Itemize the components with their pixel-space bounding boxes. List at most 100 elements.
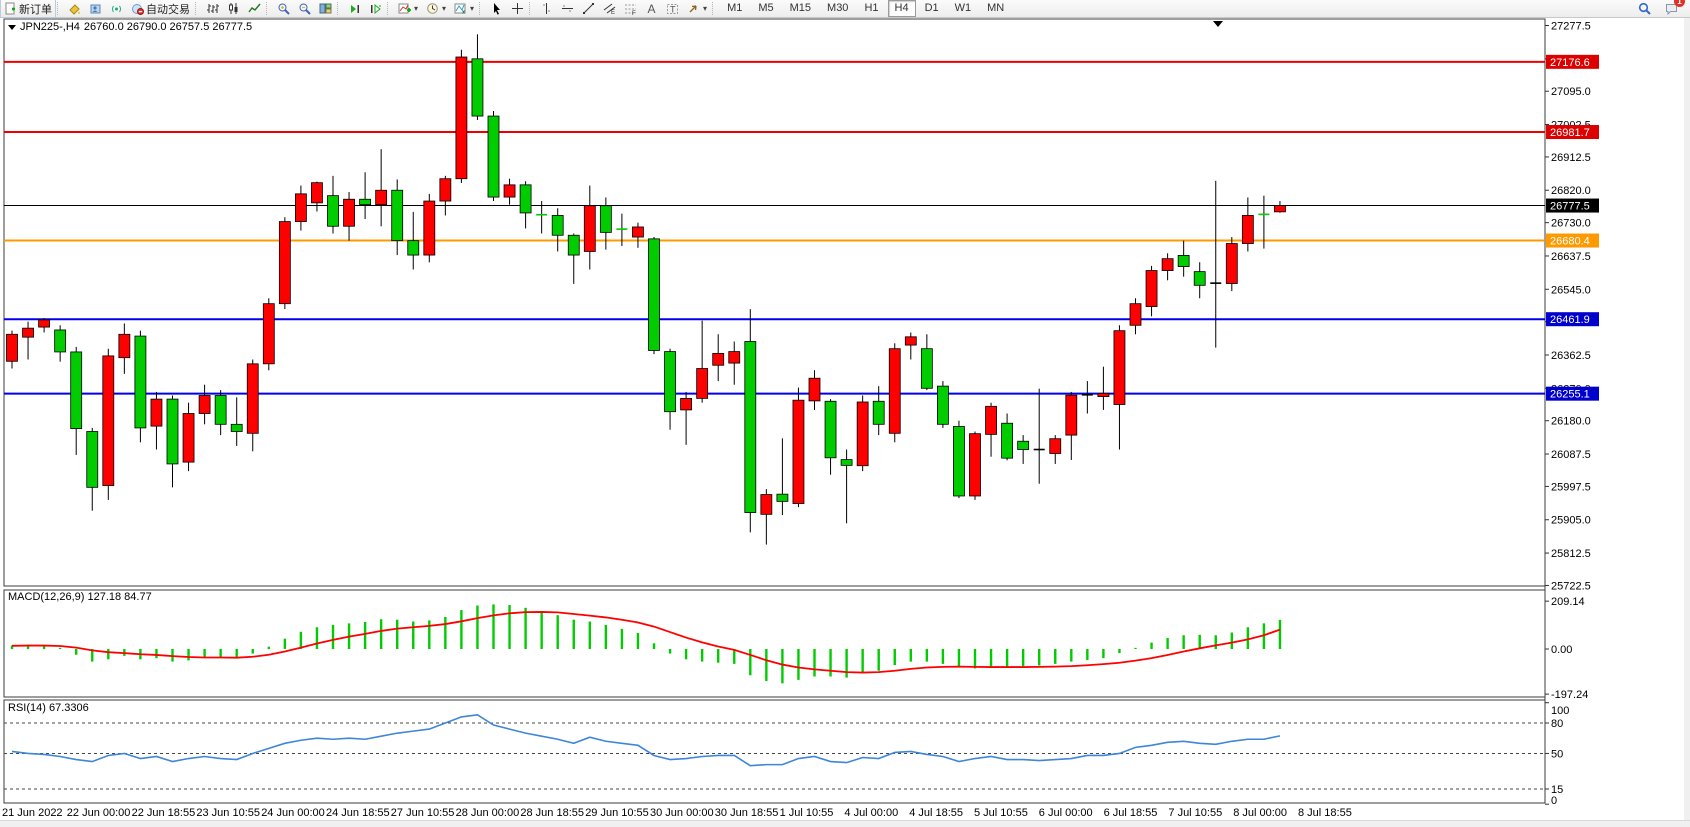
line-chart-button[interactable] (244, 0, 265, 18)
fibonacci-button[interactable]: F (620, 0, 641, 18)
candle-body (1049, 438, 1062, 454)
horizontal-line-button[interactable] (557, 0, 578, 18)
chart-shift-marker-icon[interactable] (1213, 21, 1223, 27)
toolbar-group: ▾ ▾ ▾ (394, 0, 478, 17)
date-tick-label: 7 Jul 10:55 (1168, 807, 1222, 819)
candle-body (760, 494, 773, 515)
price-tag (1546, 386, 1599, 401)
chart-shift-icon (371, 3, 381, 15)
candle-body (423, 200, 436, 256)
candle-body (1274, 205, 1286, 213)
timeframe-M5[interactable]: M5 (758, 2, 774, 14)
periods-icon (427, 3, 438, 14)
date-tick-label: 6 Jul 00:00 (1039, 807, 1093, 819)
signals-button[interactable] (106, 0, 127, 18)
toolbar-separator (387, 2, 393, 15)
periods-button[interactable]: ▾ (422, 0, 450, 18)
date-tick-label: 28 Jun 00:00 (456, 807, 520, 819)
templates-button[interactable]: ▾ (450, 0, 478, 18)
search-icon (1638, 2, 1651, 15)
candle-body (985, 405, 997, 435)
arrows-button[interactable]: ▾ (683, 0, 711, 18)
candle-body (840, 459, 853, 466)
timeframe-D1[interactable]: D1 (924, 2, 939, 14)
price-tag-label: 26777.5 (1550, 201, 1590, 213)
price-tag (1546, 233, 1599, 248)
candle-body (696, 368, 709, 399)
candle-body (327, 195, 339, 227)
toolbar-group (273, 0, 336, 17)
rsi-plot-area[interactable] (3, 699, 1546, 804)
macd-plot-area[interactable] (3, 589, 1546, 698)
zoom-out-button[interactable] (294, 0, 315, 18)
tile-windows-button[interactable] (315, 0, 336, 18)
date-tick-label: 29 Jun 10:55 (585, 807, 649, 819)
price-tick-label: 26730.0 (1551, 218, 1591, 230)
date-tick-label: 23 Jun 10:55 (196, 807, 260, 819)
svg-text:F: F (632, 11, 636, 15)
candle-body (150, 398, 163, 427)
styler-icon (69, 4, 80, 15)
bar-chart-button[interactable] (202, 0, 223, 18)
candle-body (519, 184, 532, 214)
price-tag-label: 26255.1 (1550, 389, 1590, 401)
symbol-period-label: JPN225-,H4 (20, 21, 80, 33)
macd-tick-label: 209.14 (1551, 596, 1585, 608)
price-tick-label: 26545.0 (1551, 284, 1591, 296)
zoom-in-button[interactable] (273, 0, 294, 18)
timeframe-H4[interactable]: H4 (887, 0, 916, 17)
timeframe-M1[interactable]: M1 (727, 2, 743, 14)
timeframe-M15[interactable]: M15 (789, 2, 812, 14)
crosshair-button[interactable] (507, 0, 528, 18)
timeframe-H1[interactable]: H1 (864, 2, 879, 14)
dropdown-caret-icon: ▾ (442, 4, 447, 13)
time-axis[interactable]: 21 Jun 2022 22 Jun 00:00 22 Jun 18:55 23 Ju… (2, 807, 1352, 819)
candle-body (567, 234, 580, 256)
vertical-line-button[interactable] (536, 0, 557, 18)
chart-dropdown-icon[interactable] (8, 24, 16, 30)
date-tick-label: 5 Jul 10:55 (974, 807, 1028, 819)
new-order-icon (5, 2, 15, 15)
profiles-button[interactable] (85, 0, 106, 18)
auto-scroll-icon (351, 5, 359, 13)
timeframe-W1[interactable]: W1 (954, 2, 972, 14)
search-button[interactable] (1634, 0, 1655, 18)
chat-button[interactable]: 1 (1661, 0, 1685, 18)
timeframe-M30[interactable]: M30 (827, 2, 849, 14)
candle-body (1145, 270, 1158, 307)
trendline-button[interactable] (578, 0, 599, 18)
arrows-icon (689, 5, 697, 13)
cursor-icon (494, 3, 501, 15)
candle-body (1241, 215, 1254, 244)
auto-trading-button[interactable]: 自动交易 (127, 0, 194, 18)
cursor-button[interactable] (486, 0, 507, 18)
styler-button[interactable] (64, 0, 85, 18)
candle-body (70, 351, 83, 430)
timeframe-group: M1 M5 M15 M30 H1 H4 D1 W1 MN (719, 0, 1012, 17)
candlestick-chart-button[interactable] (223, 0, 244, 18)
candle-body (6, 333, 18, 362)
timeframe-MN[interactable]: MN (987, 2, 1005, 14)
indicators-button[interactable]: ▾ (394, 0, 422, 18)
text-button[interactable]: A (641, 0, 662, 18)
ohlc-values: 26760.0 26790.0 26757.5 26777.5 (83, 21, 253, 33)
auto-scroll-button[interactable] (344, 0, 365, 18)
svg-text:T: T (670, 5, 676, 15)
date-tick-label: 1 Jul 10:55 (780, 807, 834, 819)
price-tag-label: 26680.4 (1550, 236, 1590, 248)
equidistant-channel-button[interactable]: E (599, 0, 620, 18)
candle-body (920, 348, 933, 389)
trendline-icon (583, 3, 595, 14)
candle-body (1097, 392, 1110, 397)
chart-shift-button[interactable] (365, 0, 386, 18)
main-plot-area[interactable] (3, 18, 1546, 587)
price-axis: 27277.527185.027095.027002.526912.526820… (1545, 21, 1599, 592)
bar-chart-icon (207, 4, 219, 13)
text-label-button[interactable]: T (662, 0, 683, 18)
new-order-button[interactable]: 新订单 (0, 0, 56, 18)
chart-title[interactable]: JPN225-,H4 26760.0 26790.0 26757.5 26777… (8, 21, 252, 33)
candle-body (198, 395, 211, 414)
price-tag-label: 26981.7 (1550, 127, 1590, 139)
